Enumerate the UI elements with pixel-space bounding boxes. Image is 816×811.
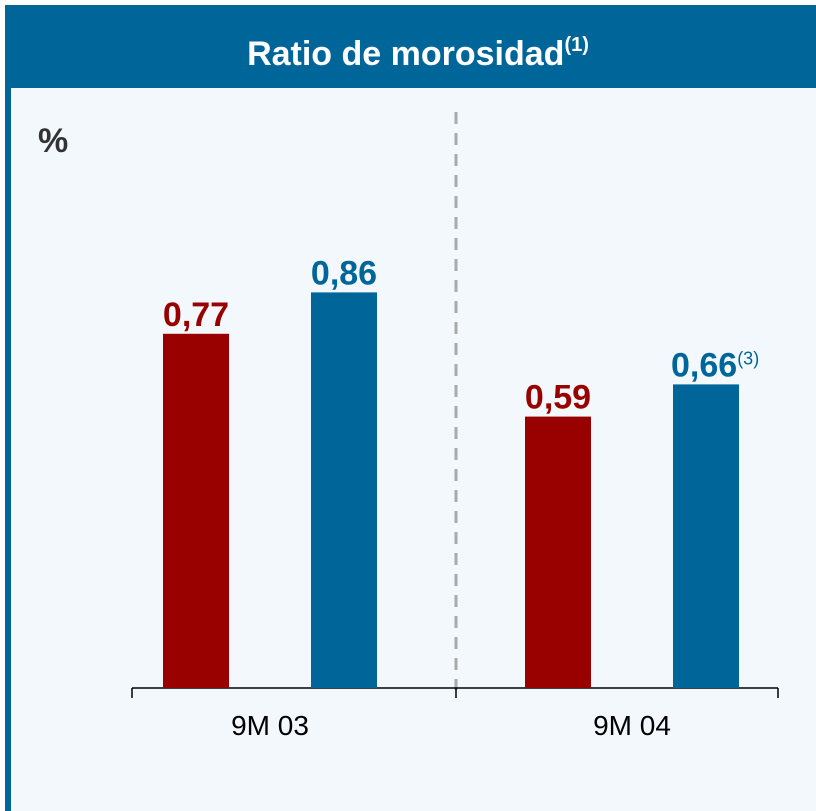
value-label: 0,66(3) xyxy=(671,346,759,384)
chart-title: Ratio de morosidad(1) xyxy=(247,34,589,73)
x-tick-label: 9M 03 xyxy=(231,710,309,741)
value-label-text: 0,77 xyxy=(163,296,229,334)
value-label-text: 0,59 xyxy=(525,379,591,417)
header-bar xyxy=(5,5,816,88)
value-label: 0,59 xyxy=(525,379,591,417)
value-label: 0,77 xyxy=(163,296,229,334)
title-note: (1) xyxy=(564,34,588,56)
value-note: (3) xyxy=(737,348,759,368)
left-border xyxy=(5,88,11,811)
value-label-text: 0,66 xyxy=(671,346,737,384)
unit-label: % xyxy=(38,122,68,160)
value-label-text: 0,86 xyxy=(311,254,377,292)
title-text: Ratio de morosidad xyxy=(247,35,564,73)
x-tick-label: 9M 04 xyxy=(593,710,671,741)
x-axis xyxy=(131,687,779,698)
bar xyxy=(673,384,739,688)
value-label: 0,86 xyxy=(311,254,377,292)
bar xyxy=(525,416,591,688)
bar xyxy=(311,292,377,688)
bar xyxy=(163,333,229,688)
